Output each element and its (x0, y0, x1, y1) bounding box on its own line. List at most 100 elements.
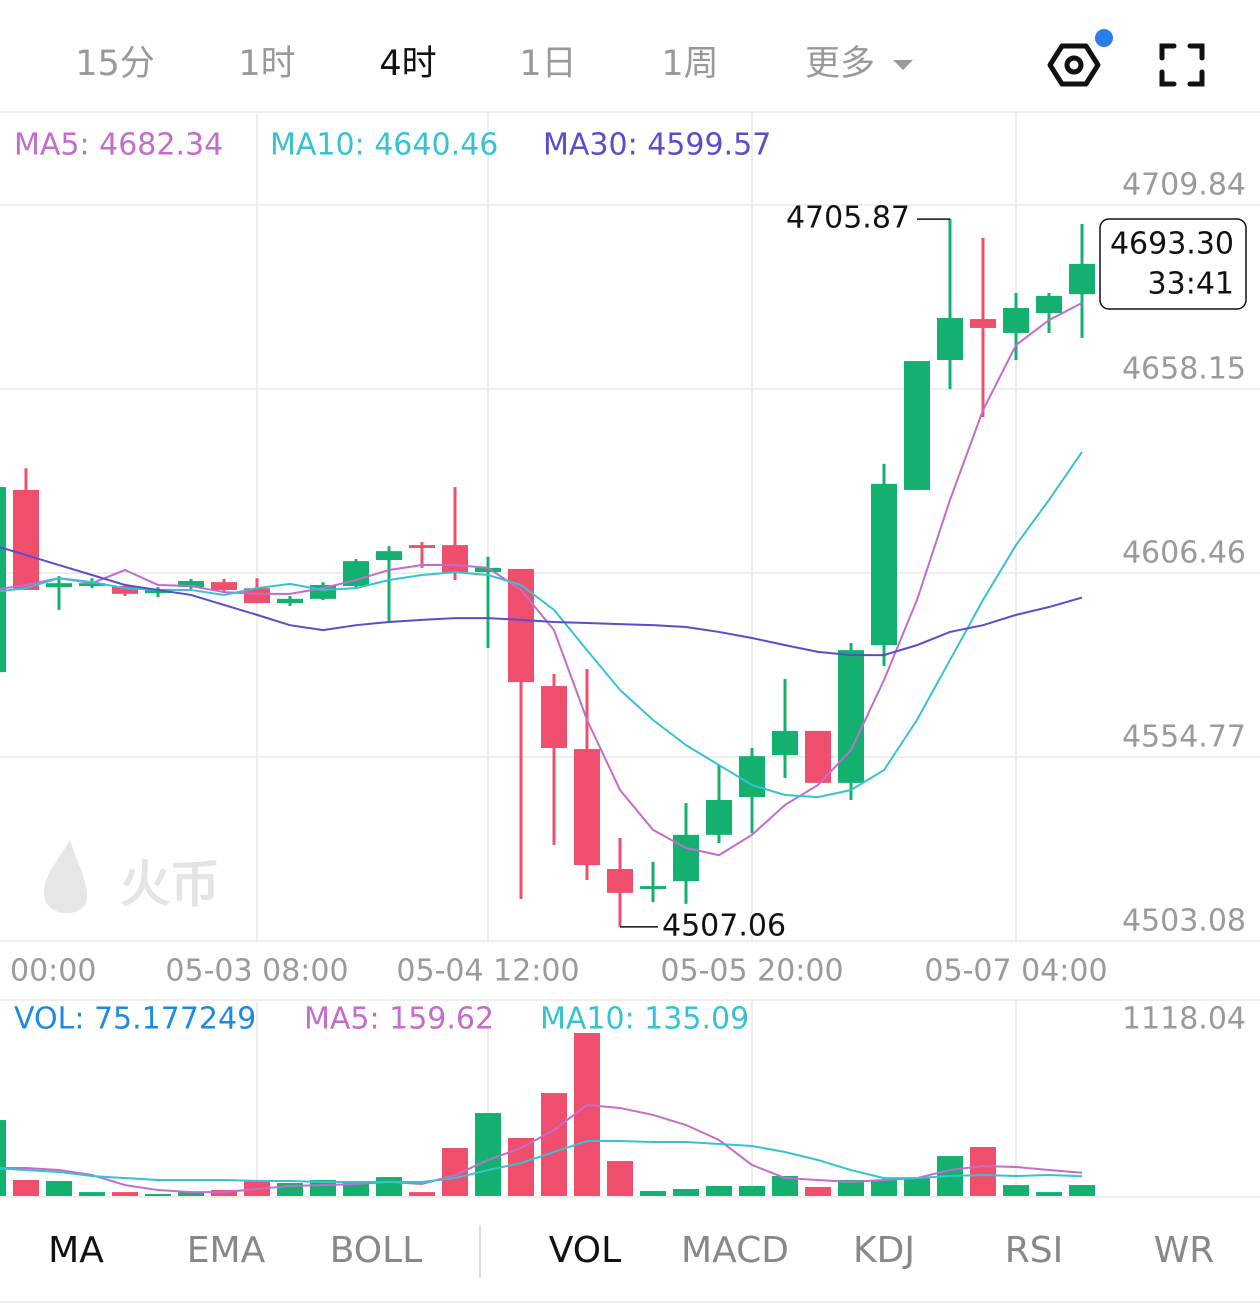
volume-bar (409, 1192, 435, 1196)
volume-bar (805, 1186, 831, 1196)
volume-bar (376, 1177, 402, 1196)
candle-body (541, 686, 567, 748)
x-tick-label: 05-05 20:00 (660, 954, 843, 989)
candle-body (640, 886, 666, 889)
tab[interactable]: 15分 (75, 44, 155, 84)
indicator-tab[interactable]: RSI (1005, 1230, 1063, 1271)
legend-entry: MA5: 4682.34 (14, 128, 223, 163)
volume-bar (1036, 1192, 1062, 1196)
indicator-tab[interactable]: VOL (549, 1230, 621, 1271)
x-tick-label: 05-07 04:00 (924, 954, 1107, 989)
candle-body (805, 730, 831, 783)
x-tick-label: 05-04 12:00 (396, 954, 579, 989)
y-tick-label: 4658.15 (1122, 352, 1246, 387)
max-label: 4705.87 (786, 201, 910, 236)
candle-body (706, 799, 732, 835)
hexagon (1047, 43, 1101, 87)
hexagon-hole (1064, 55, 1084, 75)
volume-bar (1003, 1185, 1029, 1196)
volume-bar (442, 1148, 468, 1196)
volume-bar (244, 1179, 270, 1196)
tab[interactable]: 1周 (661, 44, 718, 84)
indicator-tabs: MA EMA BOLL VOL MACD KDJ RSI WR (48, 1225, 1214, 1278)
candle-body (607, 869, 633, 893)
candle-body (13, 489, 39, 590)
x-tick-label: 05-03 08:00 (165, 954, 348, 989)
indicator-tab[interactable]: MACD (681, 1230, 789, 1271)
last-price-box (1099, 218, 1247, 310)
candle-body (0, 487, 6, 673)
indicator-tab[interactable]: EMA (187, 1230, 266, 1271)
ma-line (0, 546, 1083, 657)
volume-bar (343, 1183, 369, 1196)
candle-body (145, 588, 171, 594)
tab[interactable]: 1日 (519, 44, 576, 84)
candle-body (1069, 263, 1095, 295)
candle-body (673, 834, 699, 882)
y-tick-label: 4606.46 (1122, 536, 1246, 571)
candle-body (739, 756, 765, 798)
legend-entry: MA5: 159.62 (304, 1002, 494, 1037)
candle-body (1003, 308, 1029, 333)
volume-bar (739, 1185, 765, 1196)
volume-bar (0, 1120, 6, 1196)
candle-body (508, 568, 534, 683)
candle-body (1036, 295, 1062, 314)
indicator-tab[interactable]: BOLL (330, 1230, 423, 1271)
legend-entry: MA30: 4599.57 (543, 128, 771, 163)
volume-bar (145, 1193, 171, 1196)
volume-bar (772, 1176, 798, 1196)
volume-bar (541, 1093, 567, 1196)
volume-bar (838, 1179, 864, 1196)
settings-icon[interactable] (1047, 29, 1113, 87)
watermark-logo (44, 840, 88, 914)
y-tick-label: 4709.84 (1122, 168, 1246, 203)
countdown: 33:41 (1148, 267, 1234, 302)
indicator-tab[interactable]: MA (48, 1230, 104, 1271)
volume-bar (706, 1185, 732, 1196)
plot: 4709.84 4658.15 4606.46 4554.77 4503.08 00:00… (0, 112, 1260, 1197)
candle-body (838, 650, 864, 783)
fullscreen-icon[interactable] (1159, 43, 1205, 87)
volume-bar (904, 1178, 930, 1196)
tab[interactable]: 更多 (805, 44, 875, 84)
last-price: 4693.30 (1110, 227, 1234, 262)
candle-body (904, 361, 930, 490)
tab[interactable]: 4时 (379, 44, 436, 84)
indicator-tab[interactable]: KDJ (853, 1230, 915, 1271)
volume-bar (112, 1192, 138, 1196)
volume-bar (79, 1192, 105, 1196)
indicator-tab[interactable]: WR (1154, 1230, 1215, 1271)
volume-bar (970, 1147, 996, 1196)
candle-body (46, 583, 72, 588)
timeframe-tabs: 15分 1时 4时 1日 1周 更多 (75, 29, 1205, 87)
candle-body (277, 598, 303, 604)
volume-bar (475, 1113, 501, 1196)
volume-bar (673, 1189, 699, 1196)
candle-body (211, 582, 237, 590)
tab[interactable]: 1时 (238, 44, 295, 84)
ma-line (0, 451, 1083, 799)
volume-bar (46, 1180, 72, 1196)
legend-entry: VOL: 75.177249 (14, 1002, 256, 1037)
volume-bar (13, 1179, 39, 1196)
volume-bar (607, 1161, 633, 1196)
volume-bar (871, 1179, 897, 1196)
candle-body (871, 483, 897, 646)
candle-body (442, 545, 468, 573)
candle-body (244, 588, 270, 604)
candle-body (376, 551, 402, 561)
candle-body (112, 586, 138, 594)
x-tick-label: 00:00 (10, 954, 96, 989)
volume-bar (1069, 1185, 1095, 1196)
ma-line (0, 1140, 1083, 1183)
candle-body (937, 317, 963, 360)
volume-bar (508, 1137, 534, 1196)
min-label: 4507.06 (662, 908, 786, 943)
notification-dot (1095, 29, 1113, 47)
dropdown-arrow (893, 60, 913, 70)
candle-body (574, 749, 600, 866)
legend-entry: MA10: 135.09 (540, 1002, 749, 1037)
candle-body (772, 730, 798, 756)
